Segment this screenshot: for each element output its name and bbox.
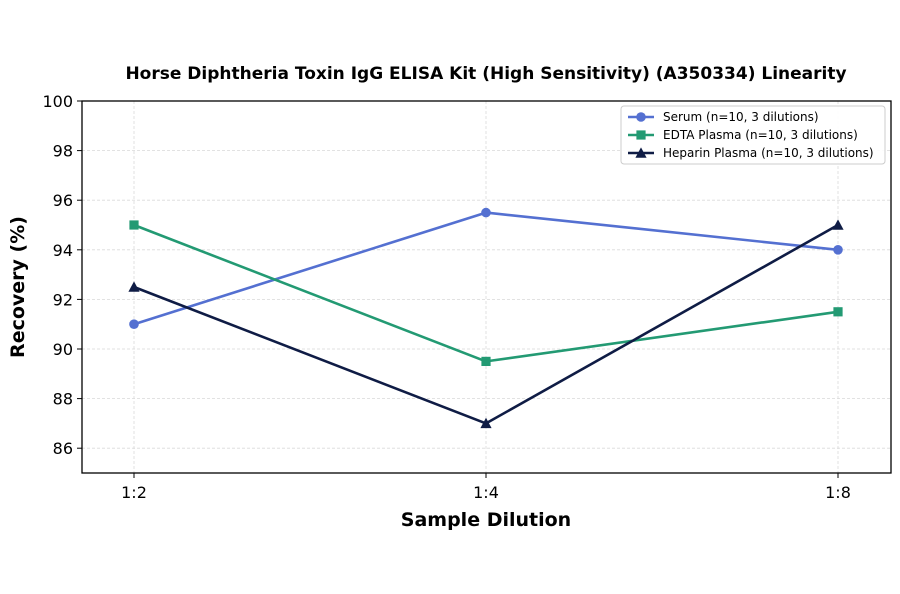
y-tick-label: 96 bbox=[53, 191, 73, 210]
legend-entry: Heparin Plasma (n=10, 3 dilutions) bbox=[628, 146, 874, 160]
x-tick-label: 1:4 bbox=[473, 483, 499, 502]
x-axis-label: Sample Dilution bbox=[401, 509, 571, 531]
data-point bbox=[128, 281, 140, 292]
legend: Serum (n=10, 3 dilutions) EDTA Plasma (n=… bbox=[620, 105, 886, 165]
y-tick-label: 86 bbox=[53, 439, 73, 458]
data-point bbox=[481, 207, 491, 218]
series-1 bbox=[129, 207, 843, 330]
data-point bbox=[833, 245, 843, 255]
chart-title: Horse Diphtheria Toxin IgG ELISA Kit (Hi… bbox=[125, 64, 846, 84]
y-tick-label: 100 bbox=[42, 92, 73, 111]
y-tick-label: 92 bbox=[53, 290, 73, 309]
legend-label: EDTA Plasma (n=10, 3 dilutions) bbox=[663, 128, 858, 142]
series-2 bbox=[129, 220, 843, 366]
legend-marker bbox=[635, 147, 647, 158]
data-point bbox=[129, 319, 139, 330]
y-axis-label: Recovery (%) bbox=[7, 216, 29, 358]
axis-ticks: 86 88 90 92 94 96 98 100 1:2 1:4 1:8 bbox=[42, 92, 850, 502]
data-point bbox=[480, 417, 492, 429]
legend-entry: EDTA Plasma (n=10, 3 dilutions) bbox=[628, 128, 858, 142]
series-3 bbox=[128, 219, 844, 429]
series bbox=[128, 207, 844, 429]
y-tick-label: 98 bbox=[53, 142, 73, 161]
legend-label: Serum (n=10, 3 dilutions) bbox=[663, 110, 819, 124]
y-tick-label: 94 bbox=[53, 241, 73, 260]
legend-box bbox=[620, 105, 886, 165]
data-point bbox=[832, 219, 844, 230]
y-tick-label: 88 bbox=[53, 390, 73, 409]
data-point bbox=[833, 307, 843, 317]
x-tick-label: 1:2 bbox=[121, 483, 147, 502]
legend-marker bbox=[636, 112, 646, 122]
x-tick-label: 1:8 bbox=[825, 483, 851, 502]
legend-marker bbox=[636, 130, 646, 140]
legend-entry: Serum (n=10, 3 dilutions) bbox=[628, 110, 819, 124]
y-tick-label: 90 bbox=[53, 340, 73, 359]
legend-label: Heparin Plasma (n=10, 3 dilutions) bbox=[663, 146, 874, 160]
data-point bbox=[129, 220, 139, 230]
data-point bbox=[481, 356, 491, 366]
